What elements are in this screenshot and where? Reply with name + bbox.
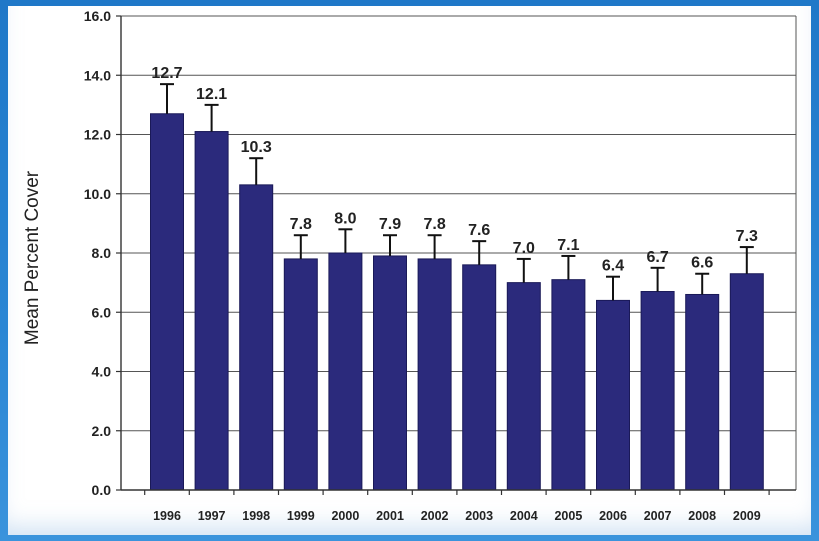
x-tick-label-2003: 2003 [465,509,493,523]
bar-2009 [729,273,764,491]
data-label-2001: 7.9 [379,216,401,233]
bar-1998 [239,184,274,491]
data-label-2004: 7.0 [513,240,535,257]
data-label-2005: 7.1 [557,237,579,254]
x-tick-label-2002: 2002 [421,509,449,523]
y-tick-label: 12.0 [84,127,111,143]
y-axis-label: Mean Percent Cover [22,170,43,345]
x-tick-label-2005: 2005 [554,509,582,523]
x-tick-label-2004: 2004 [510,509,538,523]
labels: 0.0 2.0 4.0 6.0 8.0 10.0 12.0 14.0 16.0 12.7 1996 1… [84,8,761,523]
y-tick-label: 0.0 [92,482,112,498]
data-label-2003: 7.6 [468,222,490,239]
data-label-2006: 6.4 [602,258,624,275]
bar-1996 [150,113,184,491]
bar-chart: 0.0 2.0 4.0 6.0 8.0 10.0 12.0 14.0 16.0 12.7 1996 1… [22,8,797,523]
data-label-2000: 8.0 [334,210,356,227]
data-label-1998: 10.3 [241,139,272,156]
x-tick-label-1996: 1996 [153,509,181,523]
bar-2002 [417,258,452,491]
x-tick-label-1999: 1999 [287,509,315,523]
y-tick-label: 14.0 [84,67,111,83]
chart-frame: 0.0 2.0 4.0 6.0 8.0 10.0 12.0 14.0 16.0 12.7 1996 1… [8,6,811,535]
axes [116,15,796,495]
bar-2005 [551,279,586,491]
bar-2003 [462,264,497,491]
data-label-1996: 12.7 [151,65,182,82]
bar-2000 [328,252,363,491]
x-tick-label-2006: 2006 [599,509,627,523]
bar-2007 [640,291,675,491]
data-label-1997: 12.1 [196,86,227,103]
y-tick-label: 8.0 [92,245,112,261]
x-tick-label-1997: 1997 [198,509,226,523]
error-bars [160,83,754,301]
gridlines [121,15,797,490]
y-tick-label: 6.0 [92,304,112,320]
data-label-2009: 7.3 [736,228,758,245]
x-tick-label-1998: 1998 [242,509,270,523]
x-tick-label-2001: 2001 [376,509,404,523]
bar-2008 [685,293,720,491]
y-tick-label: 2.0 [92,423,112,439]
y-tick-label: 10.0 [84,186,111,202]
x-tick-label-2007: 2007 [644,509,672,523]
bar-2006 [596,299,630,491]
data-label-2002: 7.8 [423,216,445,233]
bar-2004 [506,282,541,491]
data-label-1999: 7.8 [290,216,312,233]
y-tick-label: 4.0 [92,364,112,380]
x-tick-label-2009: 2009 [733,509,761,523]
x-tick-label-2008: 2008 [688,509,716,523]
bars [150,113,764,491]
bar-1997 [194,131,229,491]
bar-2001 [373,255,407,491]
y-tick-label: 16.0 [84,8,111,24]
x-tick-label-2000: 2000 [331,509,359,523]
bar-1999 [283,258,318,491]
data-label-2007: 6.7 [646,249,668,266]
data-label-2008: 6.6 [691,255,713,272]
